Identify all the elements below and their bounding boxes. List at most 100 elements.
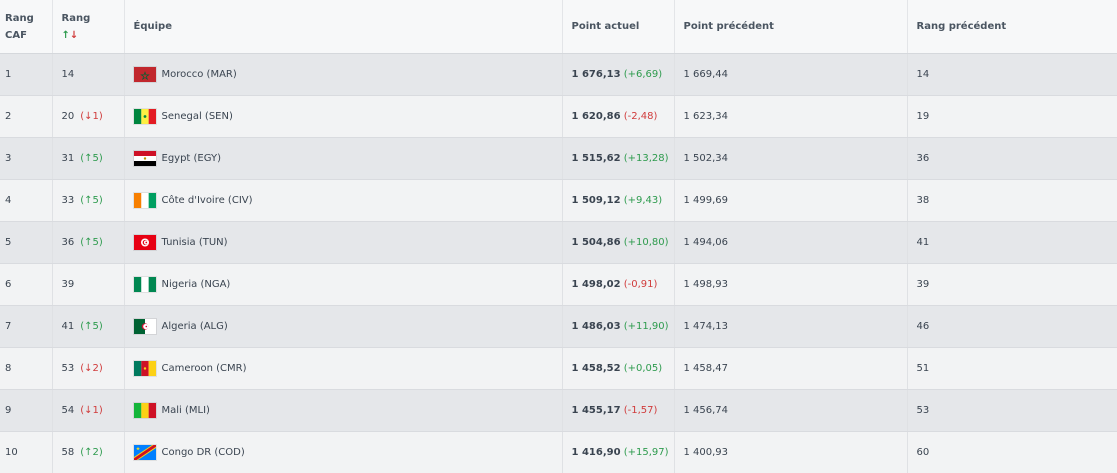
team-cell: Egypt (EGY) [124,137,563,180]
table-row[interactable]: 8 53 (↓2) Cameroon (CMR) 1 458,52 (+0,05)… [0,347,1117,390]
points-delta: (+6,69) [623,68,663,80]
current-points-cell: 1 455,17 (-1,57) [562,389,675,432]
current-points: 1 676,13 [571,68,621,80]
header-rank-caf-line2: CAF [5,30,27,41]
rank-world-cell: 20 (↓1) [52,95,125,138]
rank-caf-cell: 8 [0,347,53,390]
table-row[interactable]: 6 39 Nigeria (NGA) 1 498,02 (-0,91) 1 49… [0,263,1117,306]
table-row[interactable]: 10 58 (↑2) Congo DR (COD) 1 416,90 (+15,9… [0,431,1117,473]
table-row[interactable]: 5 36 (↑5) Tunisia (TUN) 1 504,86 (+10,80)… [0,221,1117,264]
rank-change: (↓1) [80,404,103,416]
current-points-cell: 1 486,03 (+11,90) [562,305,675,348]
team-cell: Congo DR (COD) [124,431,563,473]
current-points-cell: 1 515,62 (+13,28) [562,137,675,180]
rank-caf: 5 [5,236,12,248]
previous-rank-cell: 14 [907,53,1117,96]
previous-rank: 19 [916,110,930,122]
points-delta: (+11,90) [623,320,669,332]
previous-points-cell: 1 499,69 [674,179,908,222]
rank-change: (↑5) [80,152,103,164]
rank-caf: 6 [5,278,12,290]
points-delta: (-0,91) [623,278,658,290]
team-name[interactable]: Tunisia (TUN) [161,236,228,248]
rank-world-cell: 58 (↑2) [52,431,125,473]
team-name[interactable]: Morocco (MAR) [161,68,237,80]
team-name[interactable]: Côte d'Ivoire (CIV) [161,194,253,206]
previous-rank: 51 [916,362,930,374]
rank-change: (↑5) [80,236,103,248]
current-points: 1 458,52 [571,362,621,374]
points-delta: (+0,05) [623,362,663,374]
rank-caf: 3 [5,152,12,164]
previous-points-cell: 1 494,06 [674,221,908,264]
previous-rank-cell: 46 [907,305,1117,348]
algeria-flag-icon [133,318,156,334]
rank-caf: 8 [5,362,12,374]
header-rank-world[interactable]: Rang ↑↓ [52,0,125,54]
rank-caf: 2 [5,110,12,122]
table-row[interactable]: 4 33 (↑5) Côte d'Ivoire (CIV) 1 509,12 (+… [0,179,1117,222]
team-name[interactable]: Mali (MLI) [161,404,210,416]
previous-rank-cell: 38 [907,179,1117,222]
previous-rank: 39 [916,278,930,290]
header-rank-world-label: Rang [61,13,91,24]
table-row[interactable]: 7 41 (↑5) Algeria (ALG) 1 486,03 (+11,90)… [0,305,1117,348]
header-team[interactable]: Équipe [124,0,563,54]
cote-divoire-flag-icon [133,192,156,208]
team-name[interactable]: Congo DR (COD) [161,446,245,458]
current-points: 1 509,12 [571,194,621,206]
header-previous-points[interactable]: Point précédent [674,0,908,54]
egypt-flag-icon [133,150,156,166]
team-name[interactable]: Algeria (ALG) [161,320,228,332]
table-header-row: Rang CAF Rang ↑↓ Équipe Point actuel Poi… [0,0,1117,54]
previous-rank-cell: 51 [907,347,1117,390]
previous-points: 1 458,47 [683,362,729,374]
team-cell: Senegal (SEN) [124,95,563,138]
morocco-flag-icon [133,66,156,82]
team-cell: Mali (MLI) [124,389,563,432]
rank-world: 36 [61,236,75,248]
points-delta: (-1,57) [623,404,658,416]
rank-caf-cell: 5 [0,221,53,264]
table-row[interactable]: 2 20 (↓1) Senegal (SEN) 1 620,86 (-2,48) … [0,95,1117,138]
tunisia-flag-icon [133,234,156,250]
team-name[interactable]: Cameroon (CMR) [161,362,247,374]
rank-world: 39 [61,278,75,290]
rank-change: (↑5) [80,320,103,332]
rank-caf-cell: 7 [0,305,53,348]
team-name[interactable]: Egypt (EGY) [161,152,222,164]
rank-world-cell: 14 [52,53,125,96]
header-current-points[interactable]: Point actuel [562,0,675,54]
previous-points: 1 623,34 [683,110,729,122]
previous-rank-cell: 19 [907,95,1117,138]
previous-points-cell: 1 456,74 [674,389,908,432]
previous-points: 1 494,06 [683,236,729,248]
rank-change: (↑5) [80,194,103,206]
rank-change: (↑2) [80,446,103,458]
team-name[interactable]: Nigeria (NGA) [161,278,231,290]
current-points: 1 455,17 [571,404,621,416]
previous-points-cell: 1 623,34 [674,95,908,138]
sort-arrows-icon[interactable]: ↑↓ [62,31,79,41]
team-cell: Nigeria (NGA) [124,263,563,306]
rank-world: 58 [61,446,75,458]
previous-points-cell: 1 669,44 [674,53,908,96]
current-points-cell: 1 509,12 (+9,43) [562,179,675,222]
nigeria-flag-icon [133,276,156,292]
table-row[interactable]: 1 14 Morocco (MAR) 1 676,13 (+6,69) 1 66… [0,53,1117,96]
table-row[interactable]: 9 54 (↓1) Mali (MLI) 1 455,17 (-1,57) 1 4… [0,389,1117,432]
rank-caf-cell: 1 [0,53,53,96]
previous-rank: 41 [916,236,930,248]
team-name[interactable]: Senegal (SEN) [161,110,233,122]
header-rank-caf[interactable]: Rang CAF [0,0,53,54]
previous-rank: 36 [916,152,930,164]
current-points: 1 498,02 [571,278,621,290]
previous-rank: 38 [916,194,930,206]
points-delta: (+15,97) [623,446,669,458]
team-cell: Cameroon (CMR) [124,347,563,390]
table-row[interactable]: 3 31 (↑5) Egypt (EGY) 1 515,62 (+13,28) 1… [0,137,1117,180]
rank-world-cell: 36 (↑5) [52,221,125,264]
sort-down-icon: ↓ [69,30,79,41]
rank-world: 14 [61,68,75,80]
header-previous-rank[interactable]: Rang précédent [907,0,1117,54]
